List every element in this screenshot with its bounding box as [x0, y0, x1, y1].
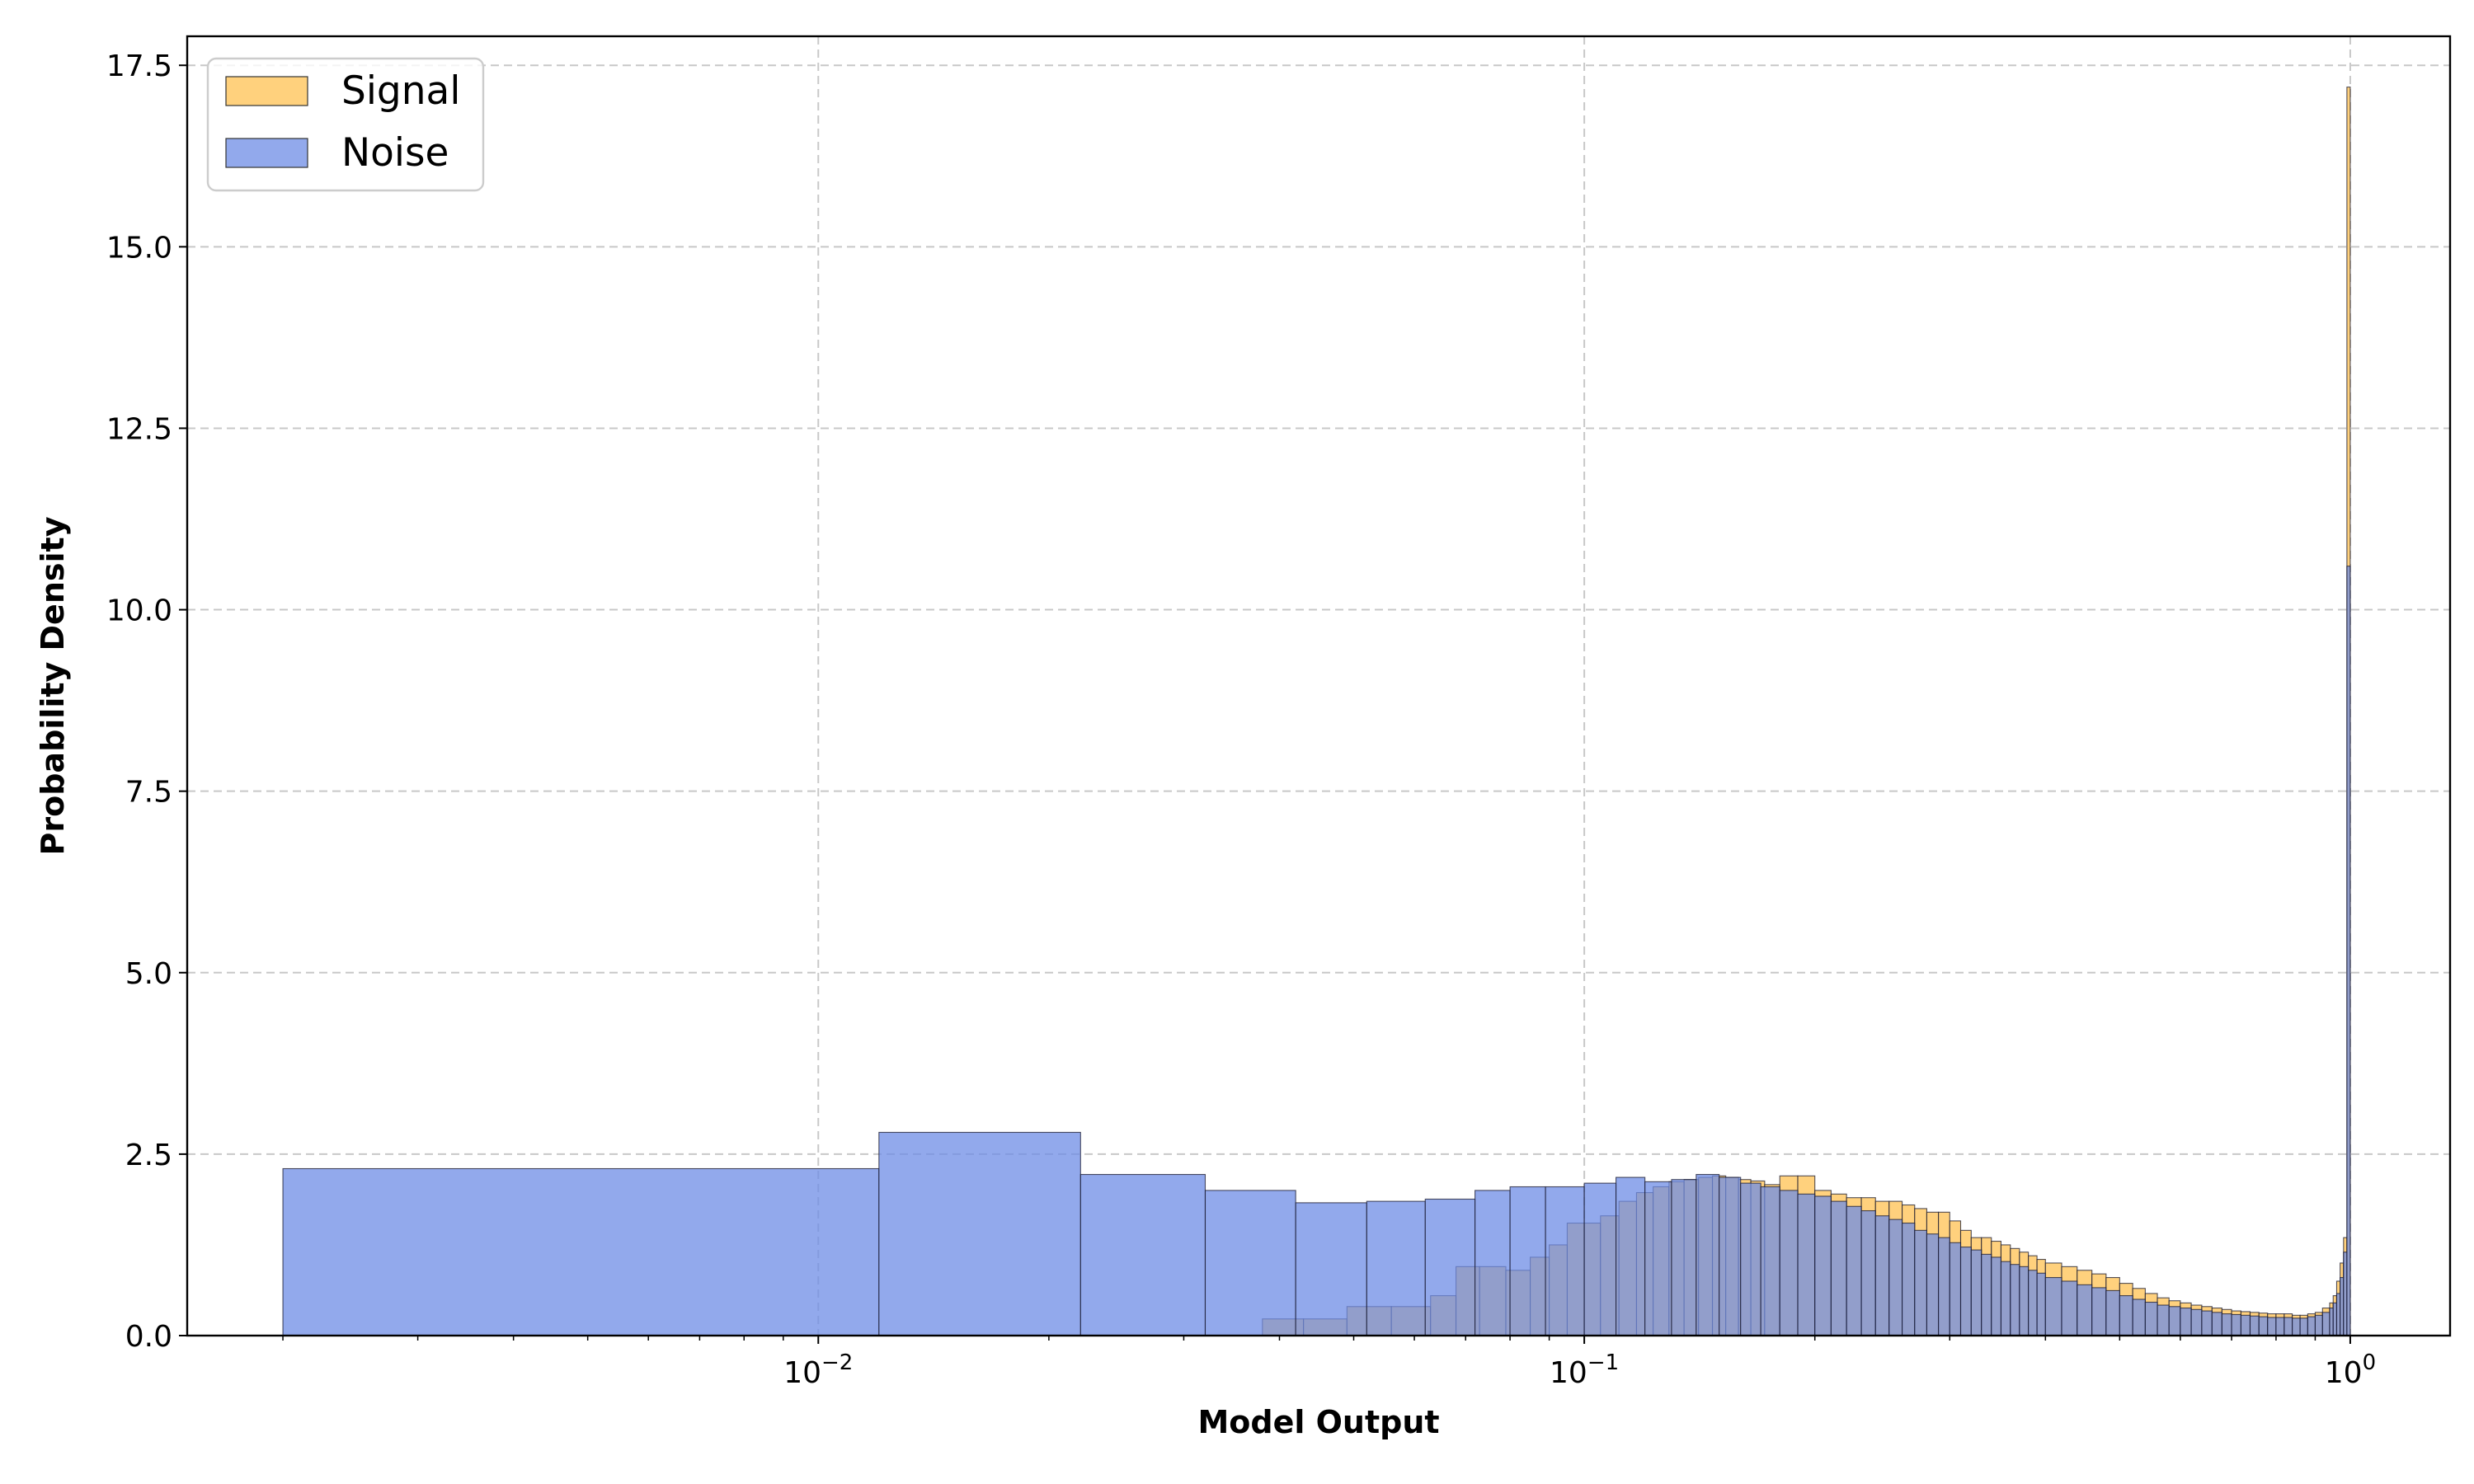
noise-bar [282, 1167, 880, 1336]
y-tick-label: 5.0 [125, 957, 172, 991]
noise-bar [1760, 1186, 1780, 1336]
noise-bar [2036, 1272, 2046, 1336]
plot-frame [186, 35, 2452, 1337]
noise-bar [2000, 1261, 2011, 1336]
noise-bar [1846, 1205, 1862, 1336]
noise-bar [2010, 1264, 2020, 1336]
noise-bar [2221, 1313, 2232, 1336]
noise-bar [2284, 1317, 2293, 1336]
noise-bar [1079, 1173, 1206, 1336]
noise-bar [2061, 1280, 2078, 1336]
y-tick-label: 15.0 [106, 231, 172, 265]
noise-bar [1981, 1253, 1992, 1336]
y-tick-label: 17.5 [106, 49, 172, 83]
noise-bar [2240, 1314, 2251, 1336]
noise-bar [2332, 1302, 2338, 1336]
noise-bar [1475, 1190, 1511, 1336]
axis-ticks: 0.0 2.5 5.0 7.5 10.0 12.5 15.0 17.5 10−2 10−1 100 [106, 49, 2376, 1390]
noise-bar [2267, 1317, 2277, 1336]
noise-bar [2105, 1289, 2120, 1336]
x-axis-label: Model Output [1197, 1404, 1439, 1440]
noise-bar [2028, 1270, 2038, 1336]
noise-bar [1926, 1233, 1940, 1336]
noise-bar [1914, 1229, 1927, 1336]
noise-bar [1671, 1179, 1697, 1336]
noise-bar [1204, 1190, 1296, 1336]
noise-bar [2190, 1308, 2203, 1336]
noise-bar [2292, 1317, 2301, 1336]
noise-bar [1740, 1182, 1761, 1336]
noise-bar [1874, 1215, 1890, 1336]
plot-background [187, 36, 2450, 1336]
noise-bar [1949, 1242, 1962, 1336]
y-tick-label: 2.5 [125, 1139, 172, 1172]
noise-bar [2314, 1314, 2323, 1336]
noise-bar [1509, 1186, 1546, 1336]
noise-bar [2335, 1293, 2341, 1336]
noise-bar [2201, 1310, 2213, 1336]
noise-bar [2157, 1304, 2170, 1336]
legend-noise-swatch [225, 138, 308, 168]
noise-bar [2180, 1307, 2192, 1336]
noise-bar [1779, 1190, 1799, 1336]
noise-bar [1860, 1210, 1876, 1336]
noise-bar [2211, 1312, 2222, 1336]
noise-bar [2329, 1307, 2334, 1336]
noise-bar [1366, 1200, 1426, 1336]
noise-bar [2019, 1266, 2030, 1336]
y-tick-label: 12.5 [106, 412, 172, 446]
legend: Signal Noise [206, 57, 485, 192]
noise-bar [2231, 1313, 2241, 1336]
noise-bar [2346, 566, 2351, 1336]
noise-bar [1991, 1256, 2002, 1336]
noise-bar [2249, 1315, 2260, 1336]
noise-bar [1719, 1176, 1742, 1336]
noise-bar [2119, 1295, 2133, 1336]
noise-bar [878, 1131, 1081, 1336]
noise-bar [1814, 1195, 1832, 1336]
noise-bar [1545, 1186, 1585, 1336]
noise-bar [1888, 1219, 1903, 1336]
y-tick-label: 0.0 [125, 1320, 172, 1354]
noise-bar [1959, 1247, 1972, 1336]
noise-bar [1583, 1182, 1617, 1336]
noise-bar [2275, 1317, 2285, 1336]
noise-bar [1830, 1200, 1847, 1336]
noise-bar [1797, 1193, 1816, 1336]
noise-series [282, 566, 2351, 1336]
x-tick-label: 10−2 [783, 1350, 853, 1390]
noise-bar [2044, 1277, 2062, 1336]
noise-bar [2144, 1301, 2158, 1336]
bars [282, 87, 2351, 1336]
x-tick-label: 100 [2325, 1350, 2376, 1390]
noise-bar [1616, 1176, 1646, 1336]
noise-bar [2299, 1317, 2308, 1336]
legend-noise-label: Noise [341, 130, 449, 176]
noise-bar [2343, 1252, 2348, 1336]
noise-bar [1970, 1249, 1982, 1336]
noise-bar [2091, 1287, 2107, 1336]
x-tick-label: 10−1 [1550, 1350, 1619, 1390]
noise-bar [1295, 1202, 1367, 1336]
noise-bar [2340, 1277, 2345, 1336]
legend-signal-label: Signal [341, 68, 460, 114]
y-tick-label: 10.0 [106, 594, 172, 628]
noise-bar [2168, 1306, 2181, 1336]
legend-signal-swatch [225, 76, 308, 106]
noise-bar [1938, 1237, 1950, 1336]
noise-bar [2132, 1298, 2146, 1336]
noise-bar [2321, 1312, 2331, 1336]
noise-bar [2077, 1284, 2093, 1336]
noise-bar [1424, 1198, 1476, 1336]
y-axis-label: Probability Density [35, 516, 71, 855]
noise-bar [1644, 1181, 1672, 1336]
noise-bar [2258, 1316, 2269, 1336]
y-tick-label: 7.5 [125, 776, 172, 810]
noise-bar [1696, 1173, 1720, 1336]
noise-bar [2307, 1316, 2316, 1336]
noise-bar [1901, 1222, 1916, 1336]
